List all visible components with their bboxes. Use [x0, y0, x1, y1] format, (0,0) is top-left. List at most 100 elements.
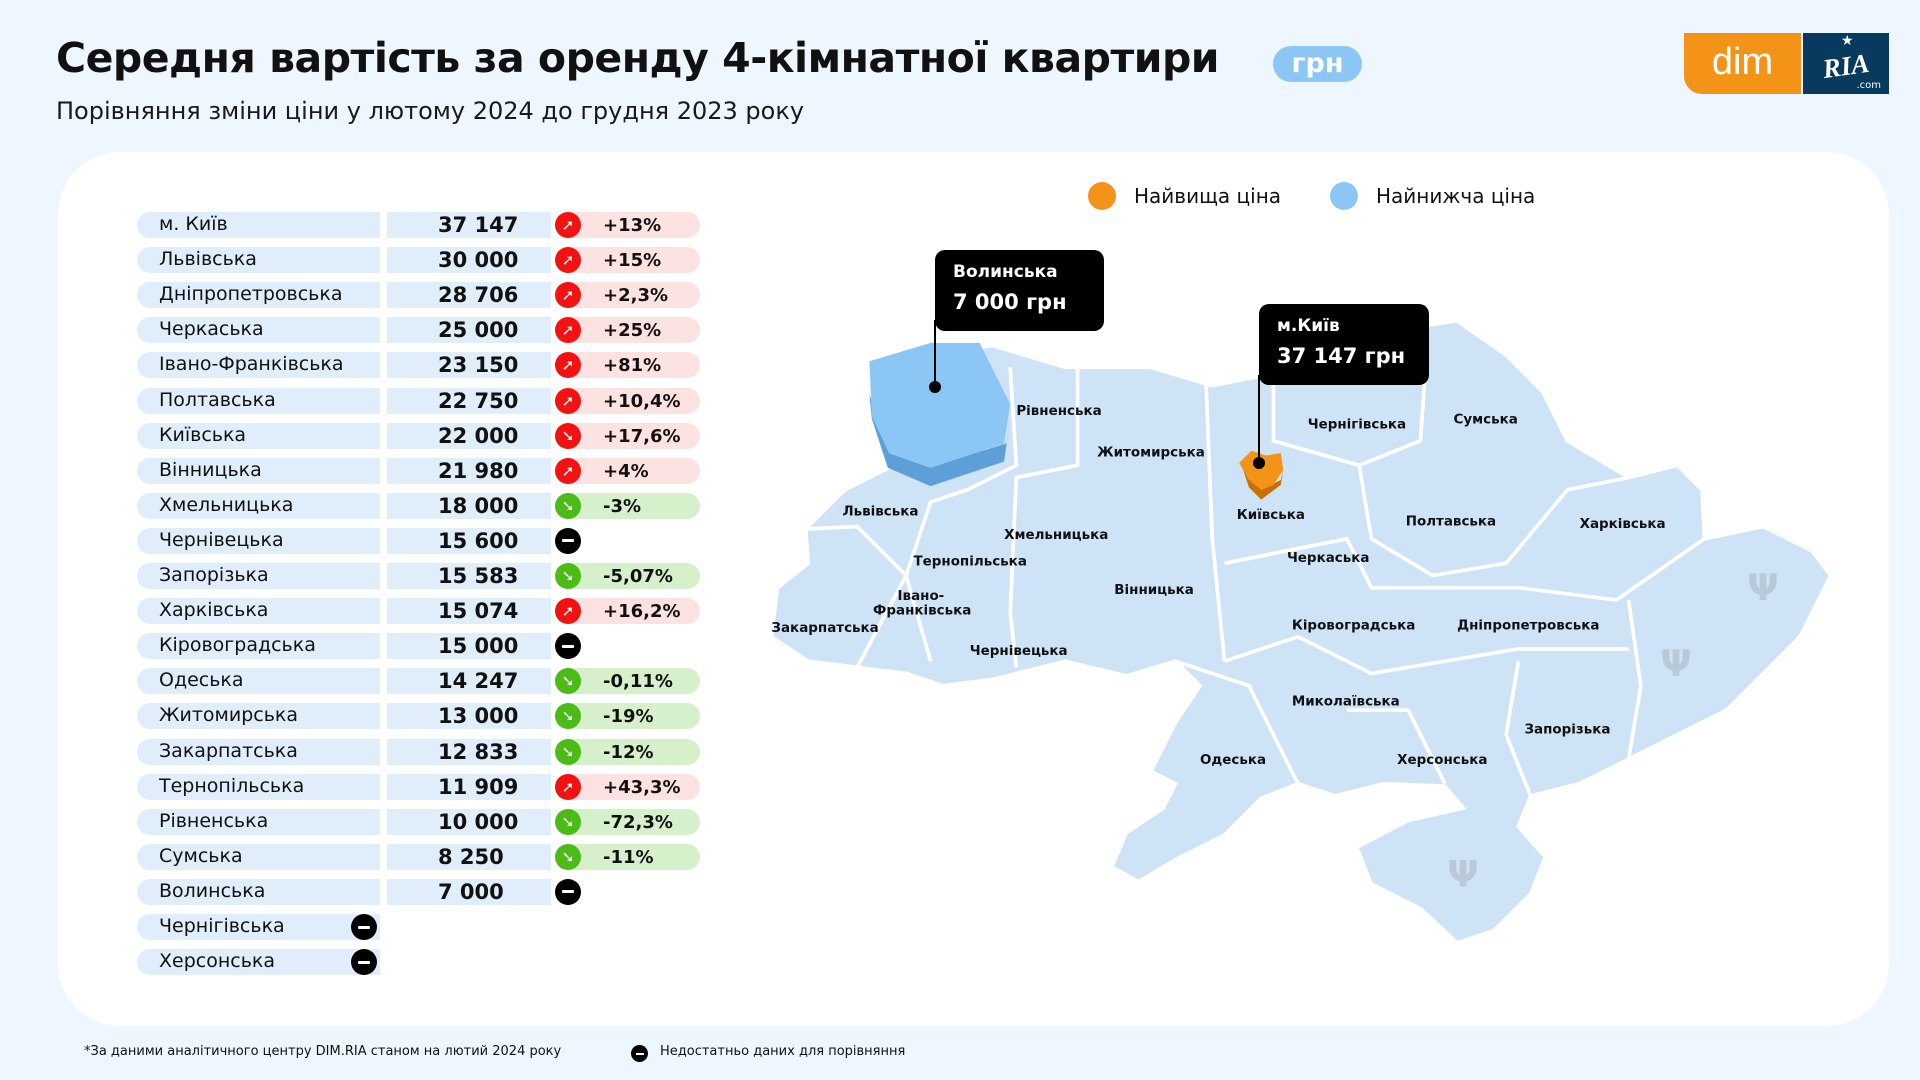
region-name: Київська — [137, 422, 380, 449]
table-row: Львівська 30 000 +15% ➚ — [137, 247, 737, 274]
change-value: -3% — [603, 495, 642, 517]
table-row: Запорізька 15 583 -5,07% ➘ — [137, 563, 737, 589]
price-value: 11 909 — [387, 773, 551, 800]
map-label: Запорізька — [1524, 722, 1610, 737]
callout-point — [929, 381, 941, 393]
price-value: 13 000 — [387, 703, 551, 730]
price-value: 18 000 — [387, 492, 551, 519]
table-row: Одеська 14 247 -0,11% ➘ — [137, 668, 737, 695]
region-name: Одеська — [137, 668, 380, 695]
table-row: Чернігівська — [137, 914, 737, 940]
change-pill: +15% — [557, 247, 700, 274]
change-value: -12% — [603, 741, 654, 763]
change-value: -19% — [603, 706, 654, 728]
table-row: Херсонська — [137, 949, 737, 976]
arrow-down-icon: ➘ — [555, 843, 581, 870]
region-name: Тернопільська — [137, 773, 380, 800]
region-name: Черкаська — [137, 317, 380, 344]
price-value: 28 706 — [387, 282, 551, 309]
table-row: Волинська 7 000 — [137, 878, 737, 905]
change-value: +13% — [603, 215, 662, 236]
map-label: Львівська — [842, 505, 918, 520]
region-name: Івано-Франківська — [137, 352, 380, 379]
region-borders — [805, 354, 1706, 797]
table-row: Київська 22 000 +17,6% ➘ — [137, 422, 737, 449]
callout-price: 37 147 грн — [1277, 344, 1406, 368]
highest-price-dot — [1088, 182, 1116, 210]
table-row: Чернівецька 15 600 — [137, 527, 737, 554]
price-value: 8 250 — [387, 843, 551, 870]
price-value: 15 000 — [387, 633, 551, 660]
map-label: Дніпропетровська — [1457, 618, 1599, 633]
change-value: -0,11% — [603, 671, 673, 693]
no-data-icon — [351, 914, 377, 940]
change-value: -72,3% — [603, 811, 673, 833]
price-value: 12 833 — [387, 738, 551, 765]
arrow-up-icon: ➚ — [555, 212, 581, 238]
region-name: Херсонська — [137, 949, 380, 976]
table-row: Тернопільська 11 909 +43,3% ➚ — [137, 773, 737, 800]
table-row: Полтавська 22 750 +10,4% ➚ — [137, 387, 737, 414]
region-name: Львівська — [137, 247, 380, 274]
region-name: Закарпатська — [137, 738, 380, 765]
map-label: Хмельницька — [1004, 528, 1108, 543]
region-name: Волинська — [137, 878, 380, 905]
arrow-up-icon: ➚ — [555, 387, 581, 414]
price-value: 15 074 — [387, 598, 551, 625]
no-data-icon — [631, 1045, 648, 1062]
map-label: Чернівецька — [970, 644, 1068, 659]
page-title: Середня вартість за оренду 4-кімнатної к… — [56, 34, 1220, 82]
region-name: Полтавська — [137, 387, 380, 414]
change-pill: -19% — [557, 703, 700, 730]
legend-lowest: Найнижча ціна — [1376, 184, 1536, 208]
arrow-up-icon: ➚ — [555, 598, 581, 625]
page-subtitle: Порівняння зміни ціни у лютому 2024 до г… — [56, 97, 805, 125]
no-data-icon — [555, 878, 581, 905]
region-name: Хмельницька — [137, 492, 380, 519]
region-name: Житомирська — [137, 703, 380, 730]
change-value: -5,07% — [603, 566, 673, 587]
table-row: Рівненська 10 000 -72,3% ➘ — [137, 808, 737, 835]
map-label: Полтавська — [1406, 514, 1496, 529]
map-label: Київська — [1237, 508, 1305, 523]
callout-pointer — [1258, 375, 1260, 461]
map-label: Вінницька — [1114, 583, 1194, 598]
price-value: 7 000 — [387, 878, 551, 905]
change-value: +43,3% — [603, 776, 681, 798]
change-value: -11% — [603, 846, 654, 868]
price-value: 22 750 — [387, 387, 551, 414]
arrow-down-icon: ➘ — [555, 703, 581, 730]
table-row: Черкаська 25 000 +25% ➚ — [137, 317, 737, 344]
arrow-up-icon: ➚ — [555, 282, 581, 309]
no-data-icon — [555, 527, 581, 554]
map-label: Чернігівська — [1308, 418, 1406, 433]
lowest-price-callout: Волинська 7 000 грн — [935, 250, 1104, 331]
price-value: 22 000 — [387, 422, 551, 449]
arrow-up-icon: ➚ — [555, 317, 581, 344]
arrow-up-icon: ➚ — [555, 352, 581, 379]
trident-icon: Ψ — [1747, 566, 1778, 609]
change-pill: -12% — [557, 738, 700, 765]
callout-region: м.Київ — [1277, 316, 1340, 336]
change-value: +2,3% — [603, 285, 669, 307]
callout-region: Волинська — [953, 262, 1058, 282]
map-label: Миколаївська — [1292, 694, 1400, 709]
highest-price-callout: м.Київ 37 147 грн — [1259, 304, 1429, 385]
kyiv-city-highlight — [1239, 450, 1284, 500]
price-value: 30 000 — [387, 247, 551, 274]
callout-pointer — [934, 320, 936, 386]
no-data-icon — [351, 949, 377, 976]
table-row: Дніпропетровська 28 706 +2,3% ➚ — [137, 282, 737, 309]
arrow-down-icon: ➘ — [555, 808, 581, 835]
table-row: Житомирська 13 000 -19% ➘ — [137, 703, 737, 730]
no-data-icon — [555, 633, 581, 660]
price-value: 21 980 — [387, 457, 551, 484]
map-label: Франківська — [873, 604, 971, 619]
dimria-logo: dim ★ RIA .com — [1684, 33, 1889, 94]
ukraine-outline — [769, 318, 1833, 945]
map-label: Одеська — [1200, 753, 1266, 768]
table-row: Вінницька 21 980 +4% ➚ — [137, 457, 737, 484]
arrow-up-icon: ➚ — [555, 457, 581, 484]
star-icon: ★ — [1841, 33, 1854, 49]
region-name: Сумська — [137, 843, 380, 870]
